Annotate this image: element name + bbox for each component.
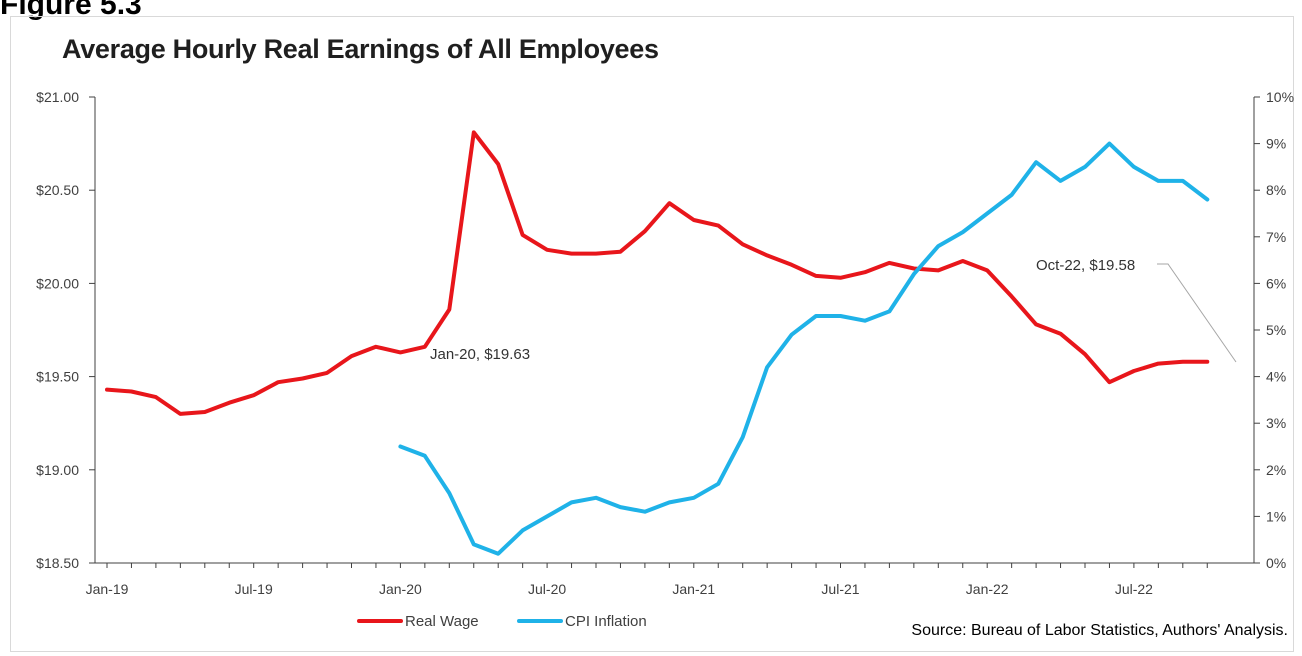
annotation-layer: Jan-20, $19.63 Oct-22, $19.58 (430, 257, 1237, 363)
y-left-tick-label: $20.50 (36, 182, 79, 198)
chart-frame (10, 16, 1294, 652)
y-left-tick-label: $19.00 (36, 462, 79, 478)
annotation-oct-22: Oct-22, $19.58 (1036, 257, 1135, 274)
x-tick-label: Jan-20 (379, 581, 422, 597)
chart-axes: $18.50 $19.00 $19.50 $20.00 $20.50 $21.00 0% 1%… (36, 89, 1294, 597)
legend: Real Wage CPI Inflation (357, 613, 647, 630)
annotation-leader-line (1157, 263, 1237, 363)
figure-heading: Figure 5.3 (0, 0, 142, 21)
x-tick-label: Jul-22 (1115, 581, 1153, 597)
y-right-tick-label: 5% (1266, 322, 1286, 338)
y-left-tick-label: $18.50 (36, 555, 79, 571)
x-tick-label: Jul-21 (821, 581, 859, 597)
y-right-tick-label: 10% (1266, 89, 1294, 105)
x-tick-label: Jan-21 (672, 581, 715, 597)
annotation-jan-20: Jan-20, $19.63 (430, 346, 530, 363)
y-right-tick-label: 8% (1266, 182, 1286, 198)
y-right-tick-label: 9% (1266, 136, 1286, 152)
y-right-tick-label: 7% (1266, 229, 1286, 245)
y-right-tick-label: 1% (1266, 508, 1286, 524)
y-left-tick-label: $20.00 (36, 275, 79, 291)
x-tick-label: Jul-19 (235, 581, 273, 597)
x-tick-label: Jan-19 (86, 581, 129, 597)
x-tick-label: Jan-22 (966, 581, 1009, 597)
real-wage-line (105, 130, 1210, 416)
y-right-tick-label: 6% (1266, 275, 1286, 291)
y-right-tick-label: 0% (1266, 555, 1286, 571)
y-right-tick-label: 4% (1266, 369, 1286, 385)
series-layer (105, 130, 1210, 556)
y-left-tick-label: $19.50 (36, 369, 79, 385)
y-right-tick-label: 2% (1266, 462, 1286, 478)
y-right-tick-label: 3% (1266, 415, 1286, 431)
chart-title: Average Hourly Real Earnings of All Empl… (62, 34, 659, 64)
x-tick-label: Jul-20 (528, 581, 566, 597)
cpi-inflation-line (398, 141, 1210, 556)
source-note: Source: Bureau of Labor Statistics, Auth… (911, 622, 1288, 639)
y-left-tick-label: $21.00 (36, 89, 79, 105)
legend-label-real-wage: Real Wage (405, 613, 479, 630)
legend-label-cpi-inflation: CPI Inflation (565, 613, 647, 630)
